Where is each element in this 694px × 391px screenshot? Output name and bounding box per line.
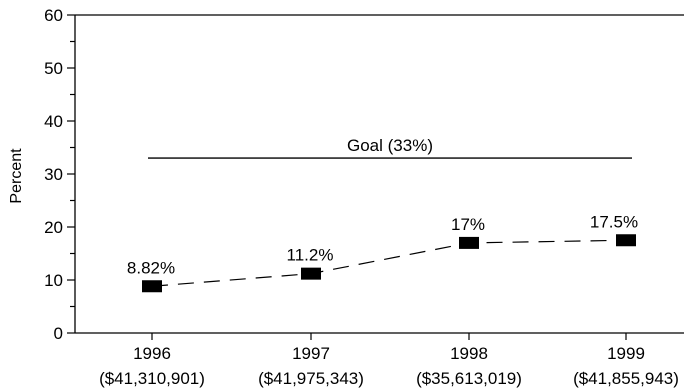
goal-line-group: Goal (33%) [148,136,632,159]
data-point-marker [616,234,636,247]
y-tick-label: 0 [54,324,63,343]
x-category-year: 1997 [292,344,330,363]
x-category-year: 1996 [133,344,171,363]
data-point-marker [459,236,479,249]
x-axis-categories: 1996 ($41,310,901) 1997 ($41,975,343) 1998 ($… [99,333,679,388]
data-point-marker [142,280,162,293]
y-axis-title: Percent [8,148,25,204]
x-category-amount: ($35,613,019) [416,369,522,388]
data-label: 8.82% [127,258,175,277]
x-category-year: 1998 [450,344,488,363]
y-tick-label: 20 [44,218,63,237]
x-category-amount: ($41,310,901) [99,369,205,388]
goal-label: Goal (33%) [347,136,433,155]
y-tick-label: 50 [44,59,63,78]
y-tick-label: 10 [44,271,63,290]
y-tick-label: 30 [44,165,63,184]
x-category-year: 1999 [607,344,645,363]
x-category-amount: ($41,855,943) [573,369,679,388]
data-point-marker [301,267,321,280]
data-label: 11.2% [287,246,334,265]
data-label: 17.5% [590,212,638,231]
series-line [151,239,627,287]
x-category-amount: ($41,975,343) [258,369,364,388]
data-label: 17% [451,215,485,234]
y-tick-label: 60 [44,6,63,25]
y-axis-ticks: 0 10 20 30 40 50 60 [44,6,75,343]
y-tick-label: 40 [44,112,63,131]
series-group: 8.82% 11.2% 17% 17.5% [127,212,638,293]
